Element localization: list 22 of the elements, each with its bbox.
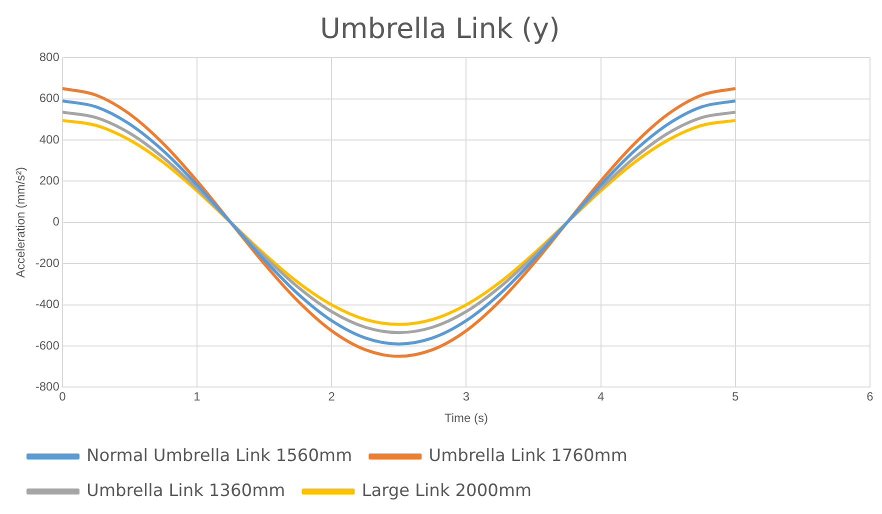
legend-label: Large Link 2000mm [362, 480, 532, 501]
x-tick-label: 3 [462, 390, 470, 404]
y-tick-label: -600 [35, 338, 60, 352]
x-tick-label: 6 [866, 390, 874, 404]
y-tick-label: -200 [35, 256, 60, 270]
x-tick-label: 4 [597, 390, 604, 404]
chart-title: Umbrella Link (y) [320, 12, 560, 46]
y-tick-label: 600 [39, 91, 60, 106]
y-tick-label: -800 [35, 380, 60, 394]
y-axis-title: Acceleration (mm/s²) [14, 167, 28, 278]
x-tick-label: 5 [732, 390, 740, 404]
x-tick-label: 1 [194, 390, 201, 404]
x-axis-title: Time (s) [444, 411, 488, 426]
y-tick-label: 800 [39, 50, 60, 64]
legend-label: Umbrella Link 1360mm [86, 480, 286, 501]
y-tick-label: 0 [52, 214, 60, 229]
x-tick-label: 2 [328, 390, 336, 404]
legend-label: Normal Umbrella Link 1560mm [86, 446, 352, 466]
legend-label: Umbrella Link 1760mm [428, 446, 628, 466]
y-tick-label: -400 [35, 297, 60, 312]
y-tick-label: 400 [39, 132, 60, 146]
y-tick-label: 200 [39, 174, 60, 188]
